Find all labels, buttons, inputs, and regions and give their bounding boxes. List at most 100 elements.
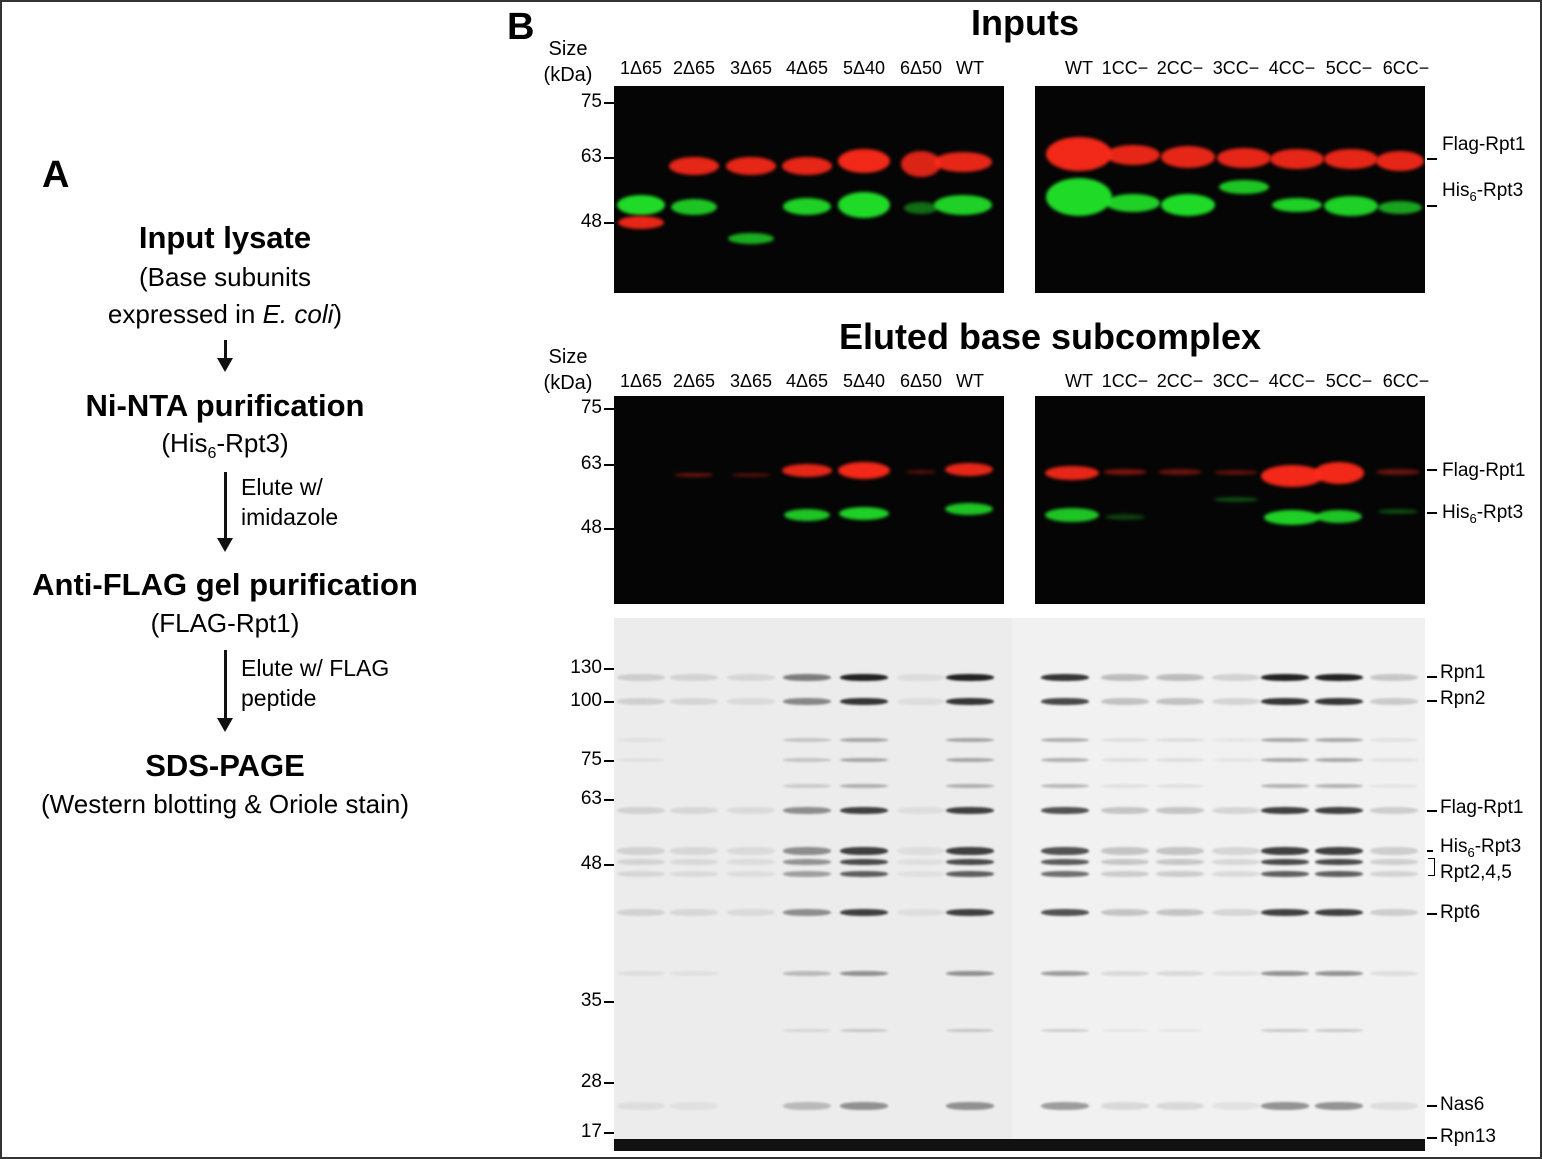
- gel-band: [1315, 1102, 1363, 1110]
- green-band: [1219, 180, 1269, 194]
- red-band: [906, 470, 936, 474]
- note-line-1: Elute w/ FLAG: [241, 655, 390, 681]
- mw-marker-tick: [604, 222, 614, 224]
- tick-flag-rpt1-gel: [1427, 810, 1437, 812]
- lane-label: 3Δ65: [729, 58, 773, 78]
- green-band: [1272, 198, 1322, 212]
- label-his-rpt3-eluted: His6-Rpt3: [1442, 502, 1523, 526]
- gel-band: [897, 908, 945, 916]
- lane-label: 4CC−: [1268, 58, 1316, 78]
- lane-label: WT: [1065, 58, 1093, 78]
- red-band: [782, 157, 832, 175]
- oriole-gel-right: [1012, 618, 1425, 1151]
- gel-band: [1156, 908, 1204, 916]
- gel-band: [670, 847, 718, 855]
- gel-band: [1315, 847, 1363, 855]
- his-text-end: -Rpt3: [1476, 180, 1524, 201]
- inputs-title: Inputs: [971, 2, 1079, 43]
- gel-band: [1041, 738, 1089, 742]
- elute-imidazole-note: Elute w/ imidazole: [241, 472, 338, 532]
- green-band: [945, 503, 993, 515]
- red-band: [838, 461, 890, 479]
- gel-band: [1041, 784, 1089, 788]
- tick-rpn2: [1427, 700, 1437, 702]
- mw-marker-tick: [604, 157, 614, 159]
- gel-band: [840, 970, 888, 976]
- gel-band: [1315, 970, 1363, 976]
- red-band: [618, 215, 664, 229]
- sub-text: expressed in: [107, 299, 263, 329]
- step-ni-nta-sub: (His6-Rpt3): [20, 428, 430, 463]
- green-band: [1316, 509, 1362, 523]
- mw-marker-label: 48: [580, 517, 602, 538]
- gel-band: [1156, 673, 1204, 681]
- gel-band: [1261, 859, 1309, 865]
- label-rpn1: Rpn1: [1440, 662, 1486, 683]
- gel-band: [1261, 758, 1309, 762]
- mw-marker-tick: [604, 102, 614, 104]
- lane-label: 4Δ65: [785, 371, 829, 391]
- gel-band: [1156, 871, 1204, 877]
- gel-band: [840, 738, 888, 742]
- step-ni-nta-title: Ni-NTA purification: [85, 388, 365, 423]
- gel-band: [1101, 847, 1149, 855]
- gel-band: [783, 806, 831, 814]
- gel-band: [1212, 908, 1260, 916]
- step-anti-flag-title: Anti-FLAG gel purification: [32, 567, 418, 602]
- tick-flag-rpt1-inputs: [1427, 158, 1437, 160]
- gel-band: [1315, 673, 1363, 681]
- eluted-title: Eluted base subcomplex: [838, 316, 1262, 357]
- gel-band: [670, 871, 718, 877]
- gel-band: [897, 859, 945, 865]
- gel-band: [1101, 697, 1149, 705]
- red-band: [1214, 469, 1258, 475]
- gel-band: [946, 859, 994, 865]
- lane-label: 6CC−: [1382, 58, 1430, 78]
- gel-band: [617, 806, 665, 814]
- mw-marker-label: 75: [580, 749, 602, 770]
- red-band: [726, 157, 776, 175]
- mw-marker-tick: [604, 1082, 614, 1084]
- red-band: [1158, 469, 1202, 475]
- gel-band: [617, 758, 665, 762]
- gel-band: [1315, 871, 1363, 877]
- elute-flag-note: Elute w/ FLAG peptide: [241, 653, 389, 713]
- gel-band: [1315, 806, 1363, 814]
- western-blot-eluted-left: [614, 396, 1004, 604]
- mw-marker-label: 100: [570, 690, 602, 711]
- gel-band: [617, 1102, 665, 1110]
- gel-dye-front: [614, 1139, 1012, 1151]
- gel-band: [840, 859, 888, 865]
- lane-label: 1CC−: [1101, 371, 1149, 391]
- panel-a-letter: A: [42, 154, 70, 196]
- lane-label: 4Δ65: [785, 58, 829, 78]
- lane-label: 6Δ50: [899, 58, 943, 78]
- lane-label: 1Δ65: [619, 58, 663, 78]
- gel-band: [1261, 847, 1309, 855]
- gel-band: [1156, 1028, 1204, 1032]
- mw-marker-tick: [604, 1001, 614, 1003]
- gel-band: [1370, 847, 1418, 855]
- oriole-gel-left: [614, 618, 1012, 1151]
- gel-band: [783, 673, 831, 681]
- green-band: [1161, 194, 1215, 216]
- species-name: E. coli: [262, 299, 334, 329]
- size-label-line-1: Size: [548, 38, 588, 60]
- gel-band: [1315, 1028, 1363, 1032]
- label-flag-rpt1-eluted: Flag-Rpt1: [1442, 460, 1526, 481]
- sub-text-end: -Rpt3): [216, 428, 289, 458]
- gel-band: [1101, 859, 1149, 865]
- green-band: [1264, 509, 1320, 525]
- gel-band: [1212, 738, 1260, 742]
- step-sds-page-sub: (Western blotting & Oriole stain): [41, 789, 409, 819]
- gel-band: [783, 758, 831, 762]
- lane-label: WT: [956, 371, 984, 391]
- gel-band: [840, 908, 888, 916]
- green-band: [1106, 194, 1160, 212]
- gel-band: [1261, 1028, 1309, 1032]
- red-band: [1161, 146, 1215, 168]
- note-line-2: peptide: [241, 685, 317, 711]
- gel-band: [1261, 806, 1309, 814]
- gel-band: [1156, 970, 1204, 976]
